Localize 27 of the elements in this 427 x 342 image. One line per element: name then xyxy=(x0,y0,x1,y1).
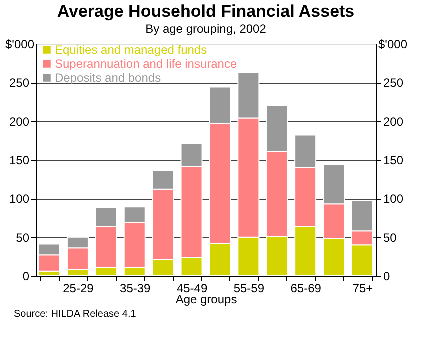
y-tick-label: 0 xyxy=(22,270,30,284)
chart-title: Average Household Financial Assets xyxy=(57,2,355,21)
legend-label: Superannuation and life insurance xyxy=(55,57,238,71)
y2-tick-label: 100 xyxy=(384,192,404,206)
x-tick-label: 55-59 xyxy=(234,282,265,296)
x-tick-label: 35-39 xyxy=(120,282,152,296)
y2-tick-label: 0 xyxy=(384,270,390,284)
y2-axis-title: $'000 xyxy=(378,38,408,52)
x-tick-label: 25-29 xyxy=(63,282,94,296)
legend-label: Deposits and bonds xyxy=(55,71,162,85)
y-tick-label: 50 xyxy=(16,230,30,245)
x-tick-label: 65-69 xyxy=(290,282,322,296)
x-tick-label: 45-49 xyxy=(176,282,208,296)
chart-subtitle: By age grouping, 2002 xyxy=(146,22,267,36)
source-note: Source: HILDA Release 4.1 xyxy=(14,309,137,320)
x-axis-title: Age groups xyxy=(176,292,238,306)
y2-tick-label: 50 xyxy=(384,230,398,245)
legend-label: Equities and managed funds xyxy=(55,43,208,57)
y2-tick-label: 250 xyxy=(384,76,404,90)
y-axis-title: $'000 xyxy=(6,38,35,52)
y-tick-label: 200 xyxy=(9,114,30,129)
x-tick-label: 75+ xyxy=(352,282,374,296)
y2-tick-label: 200 xyxy=(384,114,404,129)
y2-tick-label: 150 xyxy=(384,154,404,168)
y-tick-label: 150 xyxy=(9,154,30,168)
y-tick-label: 100 xyxy=(9,192,30,206)
y-tick-label: 250 xyxy=(9,76,30,90)
